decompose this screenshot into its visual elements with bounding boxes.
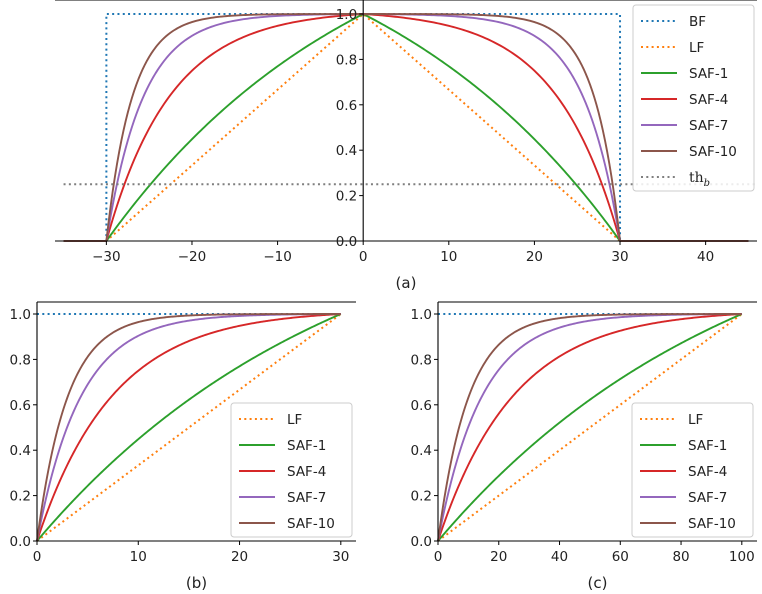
panel-c: 0 20 40 60 80 100 0.0 0.2 0.4 0.6 0.8 1.0 (c) LF SAF-1… bbox=[411, 301, 757, 592]
y-tick-label: 0.2 bbox=[10, 489, 31, 505]
x-tick-label: 30 bbox=[611, 249, 628, 265]
series-saf-4 bbox=[36, 313, 341, 542]
series-lf bbox=[63, 13, 749, 242]
legend-box bbox=[230, 402, 353, 538]
axes: 0 10 20 30 0.0 0.2 0.4 0.6 0.8 1.0 bbox=[10, 301, 356, 565]
x-tick-label: −20 bbox=[178, 249, 207, 265]
legend-label-saf-10: SAF-10 bbox=[689, 144, 737, 160]
x-tick-label: 80 bbox=[672, 549, 689, 565]
legend-label-saf-7: SAF-7 bbox=[689, 118, 728, 134]
x-tick-label: 20 bbox=[231, 549, 248, 565]
y-tick-label: 0.0 bbox=[10, 534, 31, 550]
y-tick-label: 1.0 bbox=[10, 307, 31, 323]
legend-box bbox=[632, 4, 755, 192]
legend-label-thb-sub: b bbox=[704, 178, 710, 189]
legend-label-saf-4: SAF-4 bbox=[287, 464, 326, 480]
y-tick-label: 1.0 bbox=[336, 7, 357, 23]
legend-label-saf-1: SAF-1 bbox=[688, 438, 727, 454]
series-saf-1 bbox=[36, 313, 342, 542]
legend-label-lf: LF bbox=[689, 40, 704, 56]
x-tick-label: 20 bbox=[526, 249, 543, 265]
legend-label-bf: BF bbox=[689, 14, 706, 30]
y-tick-label: 0.4 bbox=[10, 443, 31, 459]
x-tick-label: −10 bbox=[263, 249, 292, 265]
legend-label-saf-4: SAF-4 bbox=[689, 92, 728, 108]
legend-label-saf-4: SAF-4 bbox=[688, 464, 727, 480]
x-tick-label: 0 bbox=[33, 549, 42, 565]
y-tick-label: 0.0 bbox=[336, 234, 357, 250]
y-tick-label: 0.6 bbox=[411, 398, 432, 414]
x-tick-label: 100 bbox=[729, 549, 755, 565]
axes: −30 −20 −10 0 10 20 30 40 0.0 0.2 0.4 0.6 0.8 1.0 bbox=[55, 0, 757, 265]
plot-area bbox=[437, 313, 743, 542]
legend-label-thb: thb bbox=[689, 170, 710, 189]
y-tick-label: 0.2 bbox=[411, 489, 432, 505]
x-tick-label: 10 bbox=[440, 249, 457, 265]
panel-caption: (b) bbox=[186, 574, 207, 592]
panel-b: 0 10 20 30 0.0 0.2 0.4 0.6 0.8 1.0 (b) LF SAF-1 SAF-4… bbox=[10, 301, 356, 592]
y-tick-label: 0.4 bbox=[336, 143, 357, 159]
y-tick-label: 0.8 bbox=[336, 52, 357, 68]
y-tick-label: 0.6 bbox=[336, 98, 357, 114]
panel-caption: (c) bbox=[588, 574, 608, 592]
legend: LF SAF-1 SAF-4 SAF-7 SAF-10 bbox=[631, 402, 754, 538]
x-tick-label: 40 bbox=[697, 249, 714, 265]
x-tick-label: 30 bbox=[332, 549, 349, 565]
legend-label-lf: LF bbox=[287, 412, 302, 428]
panel-caption: (a) bbox=[396, 274, 417, 292]
series-saf-10 bbox=[437, 313, 742, 542]
x-tick-label: 60 bbox=[612, 549, 629, 565]
y-tick-label: 1.0 bbox=[411, 307, 432, 323]
legend: BF LF SAF-1 SAF-4 SAF-7 SAF-10 thb bbox=[632, 4, 755, 192]
x-tick-label: 20 bbox=[490, 549, 507, 565]
x-tick-label: 0 bbox=[359, 249, 368, 265]
x-tick-label: 0 bbox=[434, 549, 443, 565]
legend-label-saf-1: SAF-1 bbox=[689, 66, 728, 82]
legend-label-saf-7: SAF-7 bbox=[688, 490, 727, 506]
series-saf-10 bbox=[36, 313, 341, 542]
panel-a: −30 −20 −10 0 10 20 30 40 0.0 0.2 0.4 0.6 0.8 1.0 (a) B… bbox=[55, 0, 757, 292]
y-tick-label: 0.2 bbox=[336, 189, 357, 205]
plot-area bbox=[36, 313, 342, 542]
y-tick-label: 0.4 bbox=[411, 443, 432, 459]
x-tick-label: 10 bbox=[130, 549, 147, 565]
series-saf-1 bbox=[437, 313, 743, 542]
y-tick-label: 0.8 bbox=[411, 352, 432, 368]
legend-label-lf: LF bbox=[688, 412, 703, 428]
x-tick-label: 40 bbox=[551, 549, 568, 565]
legend-label-saf-10: SAF-10 bbox=[287, 516, 335, 532]
legend-label-saf-1: SAF-1 bbox=[287, 438, 326, 454]
legend-label-saf-10: SAF-10 bbox=[688, 516, 736, 532]
axes: 0 20 40 60 80 100 0.0 0.2 0.4 0.6 0.8 1.0 bbox=[411, 301, 757, 565]
y-tick-label: 0.0 bbox=[411, 534, 432, 550]
legend-box bbox=[631, 402, 754, 538]
legend-label-saf-7: SAF-7 bbox=[287, 490, 326, 506]
x-tick-label: −30 bbox=[92, 249, 121, 265]
legend-label-thb-base: th bbox=[689, 170, 704, 186]
series-saf-4 bbox=[437, 313, 742, 542]
legend: LF SAF-1 SAF-4 SAF-7 SAF-10 bbox=[230, 402, 353, 538]
y-tick-label: 0.6 bbox=[10, 398, 31, 414]
y-tick-label: 0.8 bbox=[10, 352, 31, 368]
